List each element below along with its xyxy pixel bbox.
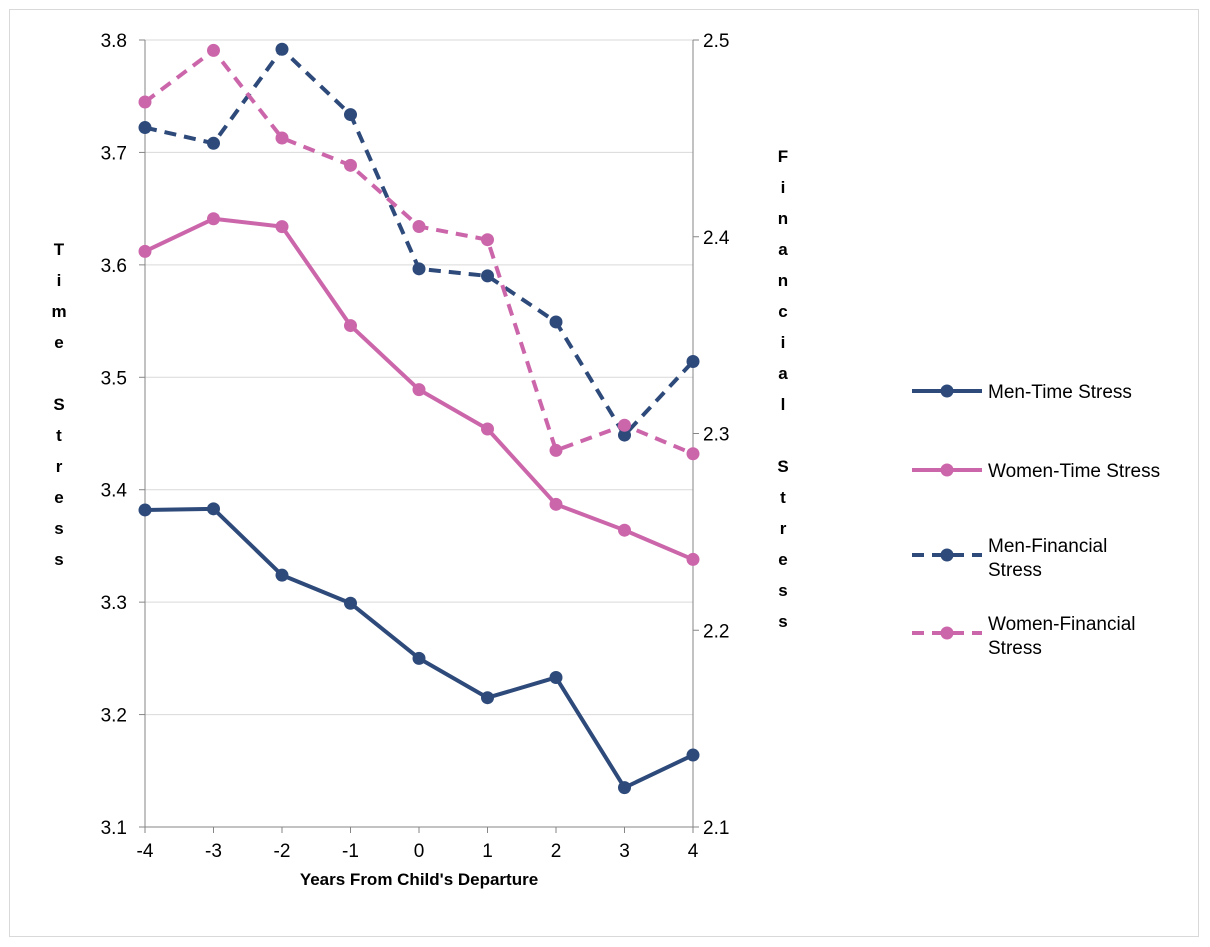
legend-label: Men-Financial xyxy=(988,536,1107,557)
data-point xyxy=(207,43,220,57)
data-point xyxy=(138,244,152,258)
y-axis-right-title-letter: s xyxy=(778,581,787,600)
data-point xyxy=(207,502,220,516)
data-point xyxy=(549,670,563,684)
y-axis-right-title-letter: n xyxy=(778,209,788,228)
y-axis-left-title-letter: s xyxy=(54,519,63,538)
data-point xyxy=(275,568,289,582)
x-tick-label: -2 xyxy=(274,841,291,862)
data-point xyxy=(481,269,494,283)
legend-label: Women-Financial xyxy=(988,614,1135,635)
data-point xyxy=(618,428,631,442)
y-axis-right-title-letter: l xyxy=(781,395,786,414)
series-line-0 xyxy=(144,506,694,790)
x-tick-label: -4 xyxy=(137,841,154,862)
y-left-tick-label: 3.2 xyxy=(101,706,127,727)
legend-swatch-marker xyxy=(940,463,954,477)
y-axis-right-title-letter: r xyxy=(780,519,787,538)
y-axis-right-title-letter: s xyxy=(778,612,787,631)
y-axis-right-title-letter: t xyxy=(780,488,786,507)
y-right-tick-label: 2.5 xyxy=(703,31,729,52)
legend-swatch-marker xyxy=(940,384,954,398)
y-axis-left-title-letter: i xyxy=(57,271,62,290)
x-tick-label: 4 xyxy=(688,841,699,862)
y-axis-left-title-letter: T xyxy=(54,240,65,259)
legend-label: Stress xyxy=(988,638,1042,659)
x-tick-label: -3 xyxy=(205,841,222,862)
data-point xyxy=(344,108,357,122)
x-tick-label: 1 xyxy=(482,841,493,862)
y-axis-right-title-letter: i xyxy=(781,178,786,197)
data-point xyxy=(686,552,700,566)
legend-swatch-marker xyxy=(940,626,954,640)
y-axis-left-title-letter: e xyxy=(54,333,63,352)
y-right-tick-label: 2.3 xyxy=(703,425,729,446)
y-right-tick-label: 2.1 xyxy=(703,818,729,839)
y-left-tick-label: 3.3 xyxy=(101,593,127,614)
y-left-tick-label: 3.1 xyxy=(101,818,127,839)
data-point xyxy=(549,443,563,457)
x-tick-label: 2 xyxy=(551,841,562,862)
data-point xyxy=(138,503,152,517)
y-axis-right-title-letter: F xyxy=(778,147,788,166)
x-tick-label: 3 xyxy=(619,841,630,862)
y-axis-right-title-letter: i xyxy=(781,333,786,352)
data-point xyxy=(138,95,152,109)
data-point xyxy=(275,131,289,145)
y-axis-left-title-letter: s xyxy=(54,550,63,569)
y-right-tick-label: 2.4 xyxy=(703,228,730,249)
data-point xyxy=(481,233,494,247)
y-right-tick-label: 2.2 xyxy=(703,621,729,642)
data-point xyxy=(412,651,426,665)
x-tick-label: 0 xyxy=(414,841,425,862)
y-axis-left-title-letter: S xyxy=(53,395,64,414)
y-axis-right-title-letter: n xyxy=(778,271,788,290)
x-tick-label: -1 xyxy=(342,841,359,862)
data-point xyxy=(618,781,631,795)
y-axis-right-title-letter: a xyxy=(778,364,788,383)
data-point xyxy=(618,418,631,432)
data-point xyxy=(686,354,700,368)
y-left-tick-label: 3.7 xyxy=(101,143,127,164)
data-point xyxy=(686,447,700,461)
data-point xyxy=(138,121,152,135)
legend-label: Stress xyxy=(988,560,1042,581)
data-point xyxy=(344,319,357,333)
y-axis-right-title-letter: a xyxy=(778,240,788,259)
y-axis-left-title-letter: r xyxy=(56,457,63,476)
data-point xyxy=(481,422,494,436)
data-point xyxy=(412,220,426,234)
data-point xyxy=(549,497,563,511)
legend-swatch-marker xyxy=(940,548,954,562)
data-point xyxy=(481,691,494,705)
data-point xyxy=(275,220,289,234)
y-axis-left-title-letter: m xyxy=(51,302,66,321)
data-point xyxy=(618,523,631,537)
y-left-tick-label: 3.4 xyxy=(101,481,128,502)
data-point xyxy=(344,596,357,610)
data-point xyxy=(686,748,700,762)
x-axis-title: Years From Child's Departure xyxy=(300,870,538,889)
y-axis-left-title-letter: e xyxy=(54,488,63,507)
data-point xyxy=(412,262,426,276)
y-left-tick-label: 3.5 xyxy=(101,368,127,389)
y-left-tick-label: 3.6 xyxy=(101,256,127,277)
y-left-tick-label: 3.8 xyxy=(101,31,127,52)
chart-frame xyxy=(9,9,1199,937)
y-axis-right-title-letter: S xyxy=(777,457,788,476)
data-point xyxy=(275,42,289,56)
y-axis-right-title-letter: c xyxy=(778,302,787,321)
data-point xyxy=(549,315,563,329)
legend-label: Men-Time Stress xyxy=(988,382,1132,403)
y-axis-left-title-letter: t xyxy=(56,426,62,445)
data-point xyxy=(412,383,426,397)
data-point xyxy=(207,212,220,226)
y-axis-right-title-letter: e xyxy=(778,550,787,569)
data-point xyxy=(344,158,357,172)
data-point xyxy=(207,136,220,150)
legend-label: Women-Time Stress xyxy=(988,461,1160,482)
